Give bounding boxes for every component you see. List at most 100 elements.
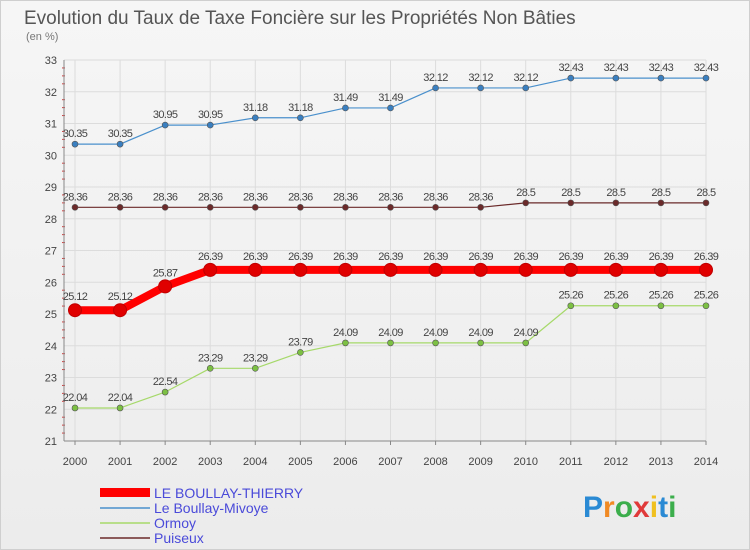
point-le-boullay-mivoye	[657, 74, 665, 82]
axes: 21 22 23 24 25 26 27 28 29 30 31 32 33 2000 2001 2002 20…	[45, 55, 718, 468]
x-tick-label: 2011	[559, 456, 583, 468]
point-puiseux	[71, 204, 79, 211]
point-puiseux	[297, 204, 304, 211]
data-label-le-boullay-thierry: 25.12	[108, 291, 133, 303]
x-tick-label: 2002	[153, 456, 177, 468]
point-le-boullay-mivoye	[477, 84, 484, 92]
data-label-le-boullay-thierry: 26.39	[694, 251, 719, 263]
data-label-ormoy: 22.04	[63, 392, 88, 404]
data-label-ormoy: 22.04	[108, 392, 133, 404]
data-label-ormoy: 23.29	[243, 352, 268, 364]
point-le-boullay-thierry	[158, 279, 173, 294]
point-le-boullay-mivoye	[71, 140, 79, 148]
data-label-le-boullay-thierry: 26.39	[559, 251, 584, 263]
data-label-le-boullay-mivoye: 31.49	[378, 92, 403, 104]
x-tick-label: 2001	[108, 456, 132, 468]
data-label-le-boullay-thierry: 26.39	[513, 251, 538, 263]
data-label-le-boullay-thierry: 25.87	[153, 267, 178, 279]
y-tick-label: 31	[45, 119, 57, 131]
data-label-le-boullay-mivoye: 30.95	[153, 109, 178, 121]
data-label-le-boullay-mivoye: 32.43	[649, 62, 674, 74]
logo-text: Proxiti	[583, 491, 676, 524]
point-le-boullay-mivoye	[612, 74, 620, 82]
point-puiseux	[567, 199, 575, 207]
data-label-le-boullay-thierry: 26.39	[198, 251, 223, 263]
point-ormoy	[297, 349, 304, 356]
y-tick-label: 22	[45, 404, 57, 416]
legend-label-ormoy: Ormoy	[154, 515, 196, 531]
data-label-le-boullay-mivoye: 31.18	[243, 102, 268, 114]
point-le-boullay-thierry	[653, 262, 668, 277]
point-le-boullay-mivoye	[116, 140, 124, 148]
y-tick-label: 23	[45, 373, 57, 385]
data-label-ormoy: 22.54	[153, 376, 178, 388]
x-tick-label: 2006	[333, 456, 357, 468]
data-label-puiseux: 28.36	[378, 191, 403, 203]
point-puiseux	[702, 199, 710, 207]
data-label-puiseux: 28.36	[108, 191, 133, 203]
data-label-puiseux: 28.36	[423, 191, 448, 203]
logo-letter: o	[615, 491, 633, 524]
data-label-le-boullay-thierry: 26.39	[243, 251, 268, 263]
y-tick-label: 24	[45, 341, 57, 353]
y-tick-label: 28	[45, 214, 57, 226]
data-label-puiseux: 28.5	[696, 187, 715, 199]
point-le-boullay-mivoye	[567, 74, 575, 82]
data-label-le-boullay-thierry: 26.39	[423, 251, 448, 263]
data-label-puiseux: 28.5	[651, 187, 670, 199]
data-label-le-boullay-mivoye: 32.43	[604, 62, 629, 74]
data-label-le-boullay-mivoye: 30.95	[198, 109, 223, 121]
logo-letter: P	[583, 491, 603, 524]
data-label-le-boullay-thierry: 26.39	[649, 251, 674, 263]
point-puiseux	[387, 204, 394, 211]
data-label-le-boullay-thierry: 26.39	[468, 251, 493, 263]
data-label-le-boullay-thierry: 26.39	[604, 251, 629, 263]
point-le-boullay-mivoye	[342, 104, 349, 112]
data-label-puiseux: 28.36	[243, 191, 268, 203]
point-le-boullay-thierry	[338, 262, 353, 277]
x-tick-label: 2004	[243, 456, 267, 468]
point-ormoy	[116, 404, 124, 412]
logo-letter: r	[603, 491, 615, 524]
data-label-puiseux: 28.36	[468, 191, 493, 203]
data-label-ormoy: 24.09	[378, 327, 403, 339]
logo-letter: i	[650, 491, 658, 524]
point-le-boullay-thierry	[518, 262, 533, 277]
y-tick-label: 30	[45, 150, 57, 162]
data-label-le-boullay-mivoye: 32.43	[694, 62, 719, 74]
point-le-boullay-mivoye	[161, 121, 169, 129]
data-label-puiseux: 28.5	[561, 187, 580, 199]
data-label-ormoy: 24.09	[468, 327, 493, 339]
x-tick-label: 2008	[423, 456, 447, 468]
data-label-ormoy: 25.26	[694, 290, 719, 302]
x-tick-label: 2014	[694, 456, 718, 468]
point-puiseux	[251, 204, 259, 211]
data-label-ormoy: 25.26	[604, 290, 629, 302]
point-le-boullay-thierry	[473, 262, 488, 277]
point-ormoy	[387, 339, 394, 347]
point-puiseux	[161, 204, 169, 211]
chart-subtitle: (en %)	[26, 31, 58, 43]
point-ormoy	[522, 339, 530, 347]
point-ormoy	[657, 302, 665, 310]
point-puiseux	[522, 199, 530, 207]
point-ormoy	[161, 388, 169, 396]
data-label-le-boullay-mivoye: 32.43	[559, 62, 584, 74]
data-label-ormoy: 23.29	[198, 352, 223, 364]
point-ormoy	[251, 364, 259, 372]
point-ormoy	[342, 339, 349, 347]
data-label-le-boullay-thierry: 26.39	[333, 251, 358, 263]
x-tick-label: 2013	[649, 456, 673, 468]
point-puiseux	[342, 204, 349, 211]
data-label-le-boullay-mivoye: 32.12	[513, 72, 538, 84]
logo-letter: x	[633, 491, 650, 524]
point-puiseux	[206, 204, 214, 211]
point-le-boullay-thierry	[68, 303, 82, 318]
x-tick-label: 2010	[513, 456, 537, 468]
point-le-boullay-thierry	[248, 262, 263, 277]
y-tick-label: 33	[45, 55, 57, 67]
x-tick-label: 2005	[288, 456, 312, 468]
data-label-le-boullay-thierry: 26.39	[288, 251, 313, 263]
point-le-boullay-mivoye	[387, 104, 394, 112]
